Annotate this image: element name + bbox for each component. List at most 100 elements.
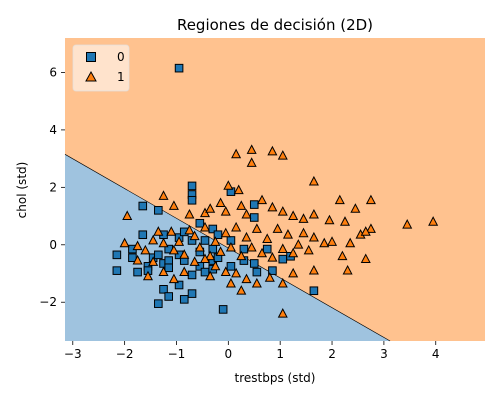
x-tick-label-1: −2 xyxy=(116,347,134,361)
point-class-0-11 xyxy=(154,206,163,215)
point-class-0-31 xyxy=(187,270,197,280)
point-class-1-65 xyxy=(288,247,299,258)
point-class-1-83 xyxy=(231,267,242,278)
point-class-1-81 xyxy=(241,273,252,284)
point-class-1-52 xyxy=(220,227,231,238)
point-class-1-50 xyxy=(210,236,221,246)
point-class-0-16 xyxy=(159,285,168,294)
y-tick-label-4: 6 xyxy=(49,65,57,79)
point-class-1-15 xyxy=(220,206,231,216)
point-class-1-72 xyxy=(337,250,348,261)
point-class-1-93 xyxy=(132,254,143,265)
point-class-0-56 xyxy=(278,254,288,264)
decision-boundary-line xyxy=(64,154,391,342)
point-class-1-88 xyxy=(179,266,190,276)
point-class-1-95 xyxy=(225,277,236,288)
point-class-0-47 xyxy=(226,262,236,271)
point-class-1-75 xyxy=(308,264,319,275)
point-class-1-49 xyxy=(205,250,216,261)
point-class-1-47 xyxy=(194,241,205,252)
point-class-1-35 xyxy=(119,237,130,248)
point-class-0-1 xyxy=(112,250,122,260)
point-class-1-55 xyxy=(236,250,247,261)
point-class-1-25 xyxy=(339,216,351,226)
legend-label-class-0: 0 xyxy=(117,50,125,64)
point-class-1-24 xyxy=(324,214,335,225)
x-tick-label-2: −1 xyxy=(168,347,186,361)
point-class-1-2 xyxy=(246,144,257,154)
point-class-0-18 xyxy=(164,256,174,265)
point-class-1-44 xyxy=(179,249,190,259)
point-class-1-62 xyxy=(272,223,283,233)
point-class-1-9 xyxy=(158,190,169,200)
point-class-0-38 xyxy=(208,224,218,234)
y-tick-label-1: 0 xyxy=(49,238,57,252)
point-class-1-61 xyxy=(267,252,278,262)
point-class-0-6 xyxy=(138,201,148,211)
point-class-0-32 xyxy=(187,289,197,298)
point-class-1-89 xyxy=(168,273,179,284)
point-class-1-6 xyxy=(223,180,234,190)
point-class-1-18 xyxy=(257,194,268,205)
point-class-1-45 xyxy=(184,224,195,235)
point-class-1-20 xyxy=(277,206,288,216)
point-class-1-54 xyxy=(231,221,242,232)
point-class-0-13 xyxy=(154,299,163,308)
point-class-1-63 xyxy=(277,243,288,253)
point-class-1-7 xyxy=(233,184,244,195)
point-class-0-20 xyxy=(164,292,174,301)
point-class-0-55 xyxy=(268,266,277,275)
point-class-0-42 xyxy=(213,230,223,240)
point-class-1-82 xyxy=(236,285,247,295)
point-class-1-43 xyxy=(174,236,185,246)
point-class-1-67 xyxy=(298,227,309,238)
y-tick-label-0: −2 xyxy=(39,295,57,309)
point-class-1-36 xyxy=(132,240,143,251)
point-class-0-5 xyxy=(133,267,142,277)
point-class-0-2 xyxy=(112,266,122,275)
point-class-1-84 xyxy=(220,266,231,276)
point-class-1-70 xyxy=(319,237,330,248)
x-axis-label: trestbps (std) xyxy=(235,371,316,385)
point-class-1-31 xyxy=(428,216,439,226)
point-class-0-53 xyxy=(252,267,262,277)
legend: 0 1 xyxy=(72,44,130,92)
point-class-0-44 xyxy=(218,305,228,314)
point-class-1-1 xyxy=(246,157,257,167)
point-class-1-4 xyxy=(277,150,288,160)
point-class-1-59 xyxy=(257,247,268,258)
point-class-1-66 xyxy=(293,239,304,249)
point-class-1-32 xyxy=(345,237,356,248)
point-class-1-46 xyxy=(189,230,200,241)
point-class-1-51 xyxy=(215,246,226,256)
point-class-1-56 xyxy=(241,231,252,242)
point-class-1-73 xyxy=(342,264,353,275)
point-class-1-30 xyxy=(402,219,413,229)
point-class-1-40 xyxy=(158,237,169,248)
point-class-1-74 xyxy=(360,253,371,264)
point-class-1-0 xyxy=(231,148,242,159)
point-class-0-0 xyxy=(174,63,184,73)
point-class-1-22 xyxy=(298,213,309,223)
point-class-1-41 xyxy=(166,226,177,236)
point-class-1-91 xyxy=(148,256,159,266)
point-class-0-48 xyxy=(239,244,249,254)
point-class-1-8 xyxy=(122,210,133,220)
point-class-1-14 xyxy=(215,197,226,208)
y-axis: −2 0 2 4 6 xyxy=(39,65,65,309)
point-class-0-27 xyxy=(187,181,197,191)
point-class-1-23 xyxy=(308,208,319,219)
point-class-1-87 xyxy=(189,256,200,266)
point-class-1-78 xyxy=(277,308,288,318)
point-class-0-36 xyxy=(200,236,210,245)
point-class-0-29 xyxy=(187,195,197,205)
point-class-1-64 xyxy=(282,229,293,239)
legend-marker-class-1 xyxy=(85,70,97,82)
point-class-0-23 xyxy=(174,280,184,290)
point-class-0-51 xyxy=(249,213,259,222)
point-class-1-94 xyxy=(205,270,216,281)
chart-title: Regiones de decisión (2D) xyxy=(177,16,373,34)
point-class-1-57 xyxy=(246,241,257,252)
point-class-1-16 xyxy=(236,200,247,210)
